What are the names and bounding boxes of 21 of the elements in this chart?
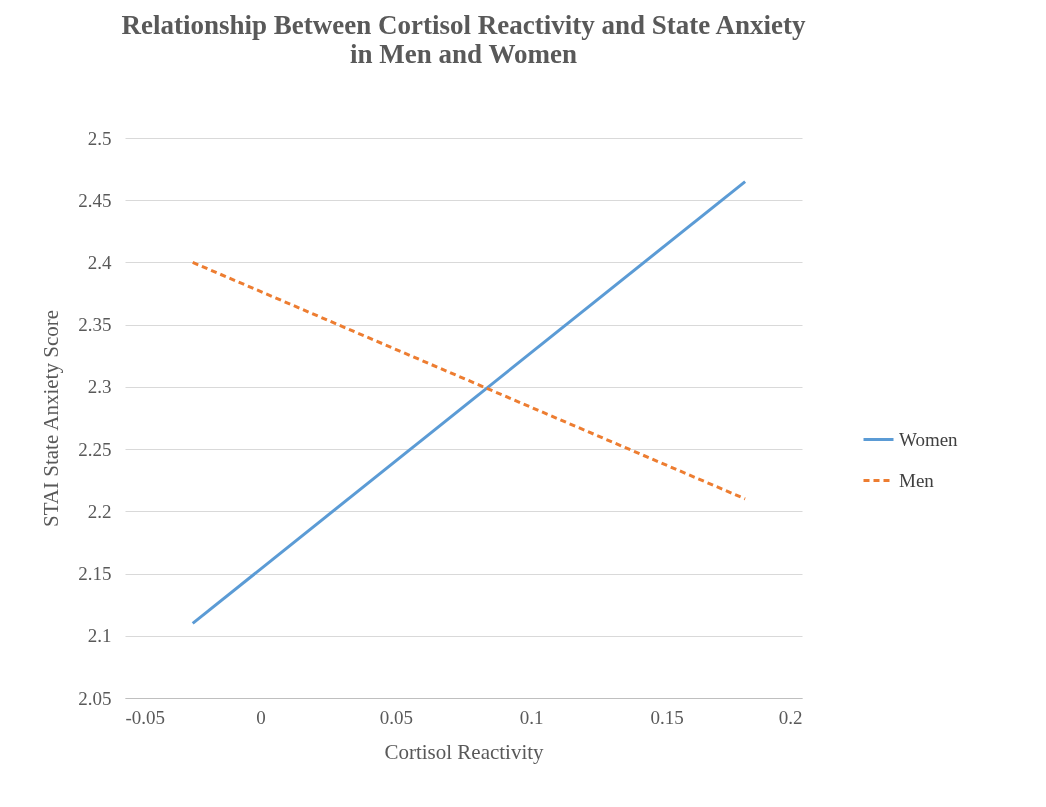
y-axis-title: STAI State Anxiety Score: [39, 309, 64, 528]
x-tick-label: 0.2: [778, 706, 803, 728]
y-tick-label: 2.25: [78, 438, 112, 460]
y-tick-label: 2.2: [87, 500, 112, 522]
x-tick-label: 0: [256, 706, 266, 728]
x-tick-label: 0.1: [519, 706, 544, 728]
legend-label: Women: [899, 428, 959, 450]
x-tick-label: 0.05: [379, 706, 413, 728]
y-tick-label: 2.15: [78, 563, 112, 585]
y-tick-label: 2.5: [87, 127, 112, 149]
y-tick-label: 2.05: [78, 687, 112, 709]
y-tick-label: 2.35: [78, 314, 112, 336]
legend-label: Men: [899, 469, 935, 491]
y-tick-label: 2.45: [78, 189, 112, 211]
y-tick-label: 2.3: [87, 376, 112, 398]
y-tick-label: 2.4: [87, 251, 112, 273]
x-tick-label: 0.15: [650, 706, 684, 728]
y-tick-label: 2.1: [87, 625, 112, 647]
chart-title: Relationship Between Cortisol Reactivity and State Anxiety in Men and Women: [121, 10, 806, 69]
x-tick-label: -0.05: [125, 706, 166, 728]
x-axis-title: Cortisol Reactivity: [384, 739, 545, 764]
